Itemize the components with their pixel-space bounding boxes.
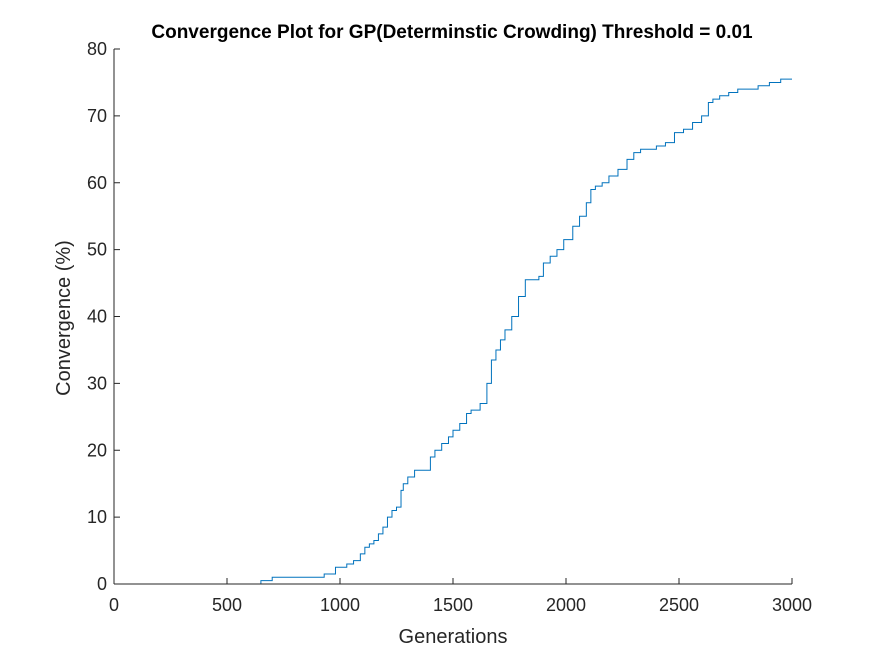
y-tick-label: 60	[87, 173, 107, 193]
y-axis-label: Convergence (%)	[53, 240, 75, 396]
y-tick-label: 40	[87, 307, 107, 327]
x-tick-label: 3000	[772, 595, 812, 615]
x-tick-label: 1000	[320, 595, 360, 615]
y-tick-label: 50	[87, 240, 107, 260]
y-tick-label: 20	[87, 440, 107, 460]
x-tick-label: 1500	[433, 595, 473, 615]
y-tick-label: 10	[87, 507, 107, 527]
x-axis-label: Generations	[399, 626, 508, 648]
x-tick-label: 0	[109, 595, 119, 615]
plot-area: 0 500 1000 1500 2000 2500 3000 0 10 20 30 40 50 60 70 8…	[87, 39, 812, 615]
y-tick-label: 70	[87, 106, 107, 126]
x-tick-label: 2500	[659, 595, 699, 615]
x-tick-label: 500	[212, 595, 242, 615]
y-tick-label: 30	[87, 373, 107, 393]
y-tick-label: 80	[87, 39, 107, 59]
chart-title: Convergence Plot for GP(Determinstic Cro…	[151, 22, 753, 43]
series-line	[114, 78, 792, 585]
y-tick-label: 0	[97, 574, 107, 594]
x-tick-label: 2000	[546, 595, 586, 615]
